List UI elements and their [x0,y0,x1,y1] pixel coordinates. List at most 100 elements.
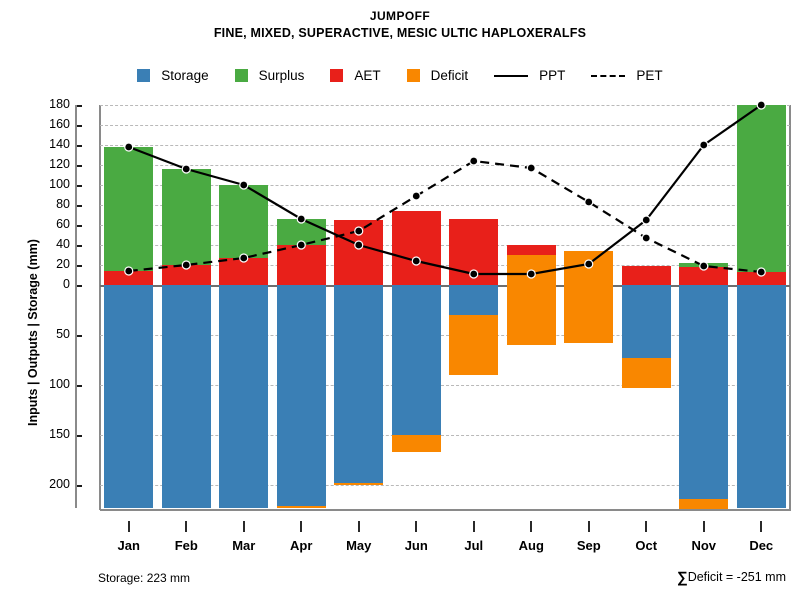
plot-right-border [789,105,791,510]
legend-item-aet[interactable]: AET [330,68,381,83]
pet-line [128,159,762,274]
legend-item-ppt[interactable]: PPT [494,68,565,83]
bar-aet-jun [391,211,441,285]
deficit-total-label: ∑Deficit = -251 mm [677,569,786,586]
y-tick-mark-low-100 [75,385,82,387]
y-tick-mark-up-160 [75,125,82,127]
ppt-point-oct [642,216,650,224]
y-tick-label-up-0: 0 [63,277,70,291]
bar-deficit-may [334,483,384,485]
gridline-upper-180 [100,105,790,106]
x-tick-mark-may [357,521,360,532]
pet-point-aug [527,164,535,172]
bar-storage-jun [391,285,441,452]
y-tick-label-up-60: 60 [56,217,70,231]
chart-legend: Storage Surplus AET Deficit PPT PET [0,68,800,83]
legend-label: AET [354,68,381,83]
y-tick-label-low-150: 150 [49,427,70,441]
bar-aet-nov [679,267,729,285]
sigma-icon: ∑ [677,569,688,586]
y-tick-mark-up-0 [75,285,82,287]
y-tick-mark-low-50 [75,335,82,337]
x-tick-label-jun: Jun [404,538,428,553]
chart-title-block: JUMPOFF FINE, MIXED, SUPERACTIVE, MESIC … [0,8,800,42]
bar-aet-dec [736,272,786,285]
bar-storage-mar [219,285,269,508]
pet-point-oct [642,234,650,242]
x-tick-label-jul: Jul [464,538,484,553]
pet-point-feb [182,261,190,269]
legend-swatch-icon [137,69,151,82]
y-tick-mark-up-80 [75,205,82,207]
y-tick-mark-up-120 [75,165,82,167]
gridline-lower-150 [100,435,790,436]
gridline-lower-200 [100,485,790,486]
pet-point-jul [470,157,478,165]
y-tick-mark-up-20 [75,265,82,267]
legend-label: PPT [539,68,566,83]
pet-point-mar [240,254,248,262]
legend-swatch-icon [406,69,420,82]
legend-item-surplus[interactable]: Surplus [234,68,304,83]
y-tick-label-up-20: 20 [56,257,70,271]
legend-item-pet[interactable]: PET [591,68,663,83]
ppt-point-aug [527,270,535,278]
y-tick-label-up-120: 120 [49,157,70,171]
bar-deficit-oct [621,358,671,388]
y-axis-spine-lower [75,287,77,508]
y-tick-label-up-140: 140 [49,137,70,151]
x-tick-mark-mar [242,521,245,532]
y-tick-label-up-80: 80 [56,197,70,211]
deficit-total-text: Deficit = -251 mm [687,570,786,584]
gridline-upper-100 [100,185,790,186]
gridline-upper-160 [100,125,790,126]
x-tick-mark-apr [300,521,303,532]
pet-point-nov [700,262,708,270]
ppt-point-nov [700,141,708,149]
x-tick-label-feb: Feb [174,538,198,553]
ppt-point-feb [182,165,190,173]
legend-label: Storage [161,68,209,83]
bar-storage-feb [161,285,211,508]
y-tick-label-low-50: 50 [56,327,70,341]
legend-item-storage[interactable]: Storage [137,68,209,83]
series-lines-layer [124,100,766,279]
gridline-upper-140 [100,145,790,146]
y-tick-mark-up-60 [75,225,82,227]
pet-point-jan [125,267,133,275]
bar-storage-jan [104,285,154,508]
x-axis-line [100,509,791,511]
bar-aet-apr [276,245,326,285]
x-tick-label-nov: Nov [691,538,717,553]
y-tick-mark-up-180 [75,105,82,107]
bar-deficit-apr [276,506,326,508]
y-tick-mark-up-140 [75,145,82,147]
bar-surplus-dec [736,105,786,272]
y-tick-label-low-200: 200 [49,477,70,491]
ppt-point-mar [240,181,248,189]
legend-label: PET [636,68,663,83]
legend-item-deficit[interactable]: Deficit [406,68,469,83]
zero-baseline [100,285,790,287]
legend-label: Deficit [430,68,469,83]
x-tick-mark-feb [185,521,188,532]
bar-surplus-mar [219,185,269,258]
x-tick-label-jan: Jan [117,538,140,553]
x-tick-mark-aug [530,521,533,532]
y-axis-line [99,105,101,510]
y-tick-label-up-40: 40 [56,237,70,251]
y-tick-mark-low-150 [75,435,82,437]
ppt-line [128,104,762,276]
bar-deficit-jun [391,435,441,452]
y-tick-label-up-180: 180 [49,97,70,111]
y-tick-label-up-160: 160 [49,117,70,131]
bar-aet-jan [104,271,154,285]
y-tick-label-up-100: 100 [49,177,70,191]
y-tick-mark-low-200 [75,485,82,487]
pet-point-apr [297,241,305,249]
bar-storage-dec [736,285,786,508]
pet-point-may [355,227,363,235]
bar-deficit-nov [679,499,729,509]
y-axis-label: Inputs | Outputs | Storage (mm) [26,238,40,426]
ppt-point-jun [412,257,420,265]
